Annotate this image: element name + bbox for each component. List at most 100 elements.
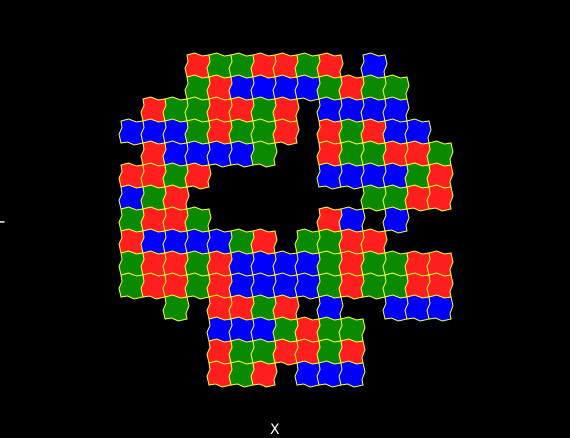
region-cell-green [184, 74, 212, 102]
region-cell-green [162, 294, 190, 322]
region-cell-red [360, 118, 388, 146]
region-cell-red [140, 162, 168, 190]
region-cell-blue [338, 360, 366, 388]
region-cell-green [360, 74, 388, 102]
region-cell-red [250, 360, 278, 388]
region-cell-green [338, 316, 366, 344]
region-cell-green [316, 74, 344, 102]
region-cell-red [228, 294, 256, 322]
region-cell-red [404, 140, 432, 168]
region-cell-green [162, 96, 190, 124]
region-cell-green [250, 294, 278, 322]
region-cell-red [404, 250, 432, 278]
region-cell-green [184, 118, 212, 146]
region-cell-green [316, 338, 344, 366]
region-cell-blue [206, 228, 234, 256]
region-cell-red [404, 272, 432, 300]
region-cell-red [316, 118, 344, 146]
region-cell-red [228, 96, 256, 124]
region-cell-blue [228, 316, 256, 344]
region-cell-blue [338, 206, 366, 234]
region-cell-green [250, 118, 278, 146]
region-cell-blue [404, 118, 432, 146]
region-cell-blue [382, 294, 410, 322]
region-cell-red [360, 228, 388, 256]
region-cell-red [250, 228, 278, 256]
region-cell-red [338, 74, 366, 102]
region-cell-blue [382, 96, 410, 124]
region-cell-blue [140, 228, 168, 256]
region-cell-red [316, 140, 344, 168]
region-cell-green [250, 96, 278, 124]
region-cell-red [206, 272, 234, 300]
region-cell-blue [272, 272, 300, 300]
region-cell-blue [316, 162, 344, 190]
region-cell-red [162, 250, 190, 278]
region-cell-red [294, 316, 322, 344]
region-cell-red [118, 162, 146, 190]
region-cell-green [338, 118, 366, 146]
region-cell-green [316, 272, 344, 300]
region-cell-red [426, 184, 454, 212]
region-cell-green [360, 272, 388, 300]
region-cell-red [206, 250, 234, 278]
region-cell-green [426, 140, 454, 168]
region-cell-blue [360, 52, 388, 80]
region-cell-blue [338, 96, 366, 124]
region-cell-green [338, 140, 366, 168]
region-cell-blue [250, 316, 278, 344]
region-cell-green [206, 52, 234, 80]
region-cell-blue [228, 74, 256, 102]
region-cell-blue [250, 272, 278, 300]
region-cell-blue [404, 294, 432, 322]
region-cell-blue [206, 316, 234, 344]
region-cell-blue [338, 162, 366, 190]
region-cell-green [382, 272, 410, 300]
region-cell-red [338, 228, 366, 256]
region-cell-red [294, 338, 322, 366]
region-cell-red [162, 272, 190, 300]
region-cell-green [360, 250, 388, 278]
region-cell-blue [206, 140, 234, 168]
region-cell-red [206, 118, 234, 146]
region-cell-green [272, 316, 300, 344]
region-cell-blue [118, 118, 146, 146]
region-cell-green [162, 162, 190, 190]
region-cell-red [426, 272, 454, 300]
region-cell-blue [272, 74, 300, 102]
region-cell-blue [272, 250, 300, 278]
x-axis-label: X [270, 422, 280, 438]
region-cell-blue [250, 74, 278, 102]
region-cell-green [316, 250, 344, 278]
region-cell-red [272, 96, 300, 124]
region-cell-red [316, 206, 344, 234]
region-cell-red [272, 118, 300, 146]
region-cell-red [140, 206, 168, 234]
region-cell-red [272, 52, 300, 80]
region-cell-blue [294, 250, 322, 278]
region-cell-blue [250, 250, 278, 278]
region-cell-green [360, 140, 388, 168]
region-cell-red [316, 52, 344, 80]
region-cell-blue [162, 228, 190, 256]
region-cell-green [184, 250, 212, 278]
region-cell-red [426, 162, 454, 190]
region-cell-red [338, 272, 366, 300]
region-cells [118, 52, 454, 388]
region-cell-green [118, 250, 146, 278]
region-cell-red [184, 162, 212, 190]
region-cell-blue [316, 360, 344, 388]
region-cell-blue [382, 206, 410, 234]
region-cell-green [382, 74, 410, 102]
region-cell-red [272, 338, 300, 366]
region-cell-red [206, 294, 234, 322]
y-axis-label: Y [0, 218, 8, 227]
region-cell-red [140, 140, 168, 168]
region-cell-blue [382, 162, 410, 190]
region-cell-green [316, 228, 344, 256]
region-cell-blue [316, 96, 344, 124]
region-cell-green [316, 316, 344, 344]
region-cell-blue [162, 140, 190, 168]
region-cell-green [294, 228, 322, 256]
